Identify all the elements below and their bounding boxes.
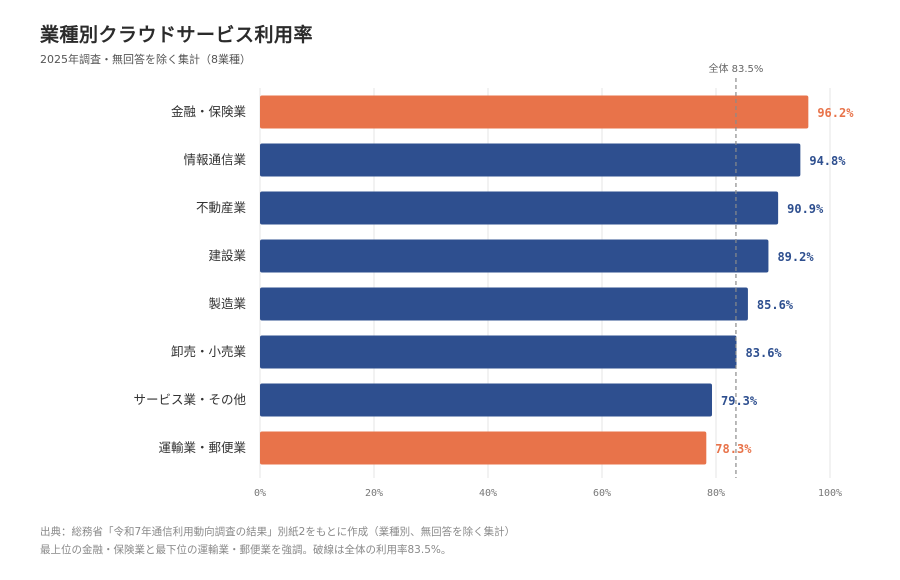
chart-title: 業種別クラウドサービス利用率 bbox=[40, 24, 314, 46]
emphasis-note: 最上位の金融・保険業と最下位の運輸業・郵便業を強調。破線は全体の利用率83.5%… bbox=[40, 544, 452, 556]
x-tick-label: 40% bbox=[479, 488, 497, 499]
category-label: 不動産業 bbox=[196, 200, 247, 215]
bar bbox=[260, 239, 769, 273]
value-label: 78.3% bbox=[715, 442, 752, 456]
category-label: 製造業 bbox=[208, 296, 246, 311]
value-label: 79.3% bbox=[721, 394, 758, 408]
x-tick-label: 60% bbox=[593, 488, 611, 499]
bar bbox=[260, 287, 748, 321]
bar bbox=[260, 335, 737, 369]
bar bbox=[260, 143, 801, 177]
x-tick-label: 100% bbox=[818, 488, 842, 499]
value-label: 83.6% bbox=[746, 346, 783, 360]
bar bbox=[260, 191, 779, 225]
source-note: 出典：総務省「令和7年通信利用動向調査の結果」別紙2をもとに作成（業種別、無回答… bbox=[40, 526, 516, 538]
value-label: 96.2% bbox=[817, 106, 854, 120]
category-label: 金融・保険業 bbox=[171, 104, 247, 119]
chart-subtitle: 2025年調査・無回答を除く集計（8業種） bbox=[40, 53, 251, 66]
value-label: 94.8% bbox=[809, 154, 846, 168]
reference-line-label: 全体 83.5% bbox=[708, 62, 763, 75]
value-label: 89.2% bbox=[777, 250, 814, 264]
x-tick-label: 0% bbox=[254, 488, 266, 499]
category-label: 卸売・小売業 bbox=[171, 344, 247, 359]
x-tick-label: 80% bbox=[707, 488, 725, 499]
x-tick-label: 20% bbox=[365, 488, 383, 499]
value-label: 90.9% bbox=[787, 202, 824, 216]
category-label: 運輸業・郵便業 bbox=[158, 440, 246, 455]
bar bbox=[260, 383, 713, 417]
bar bbox=[260, 95, 809, 129]
value-label: 85.6% bbox=[757, 298, 794, 312]
bar bbox=[260, 431, 707, 465]
category-label: 情報通信業 bbox=[183, 152, 246, 167]
category-label: 建設業 bbox=[208, 248, 246, 263]
category-label: サービス業・その他 bbox=[133, 392, 246, 407]
